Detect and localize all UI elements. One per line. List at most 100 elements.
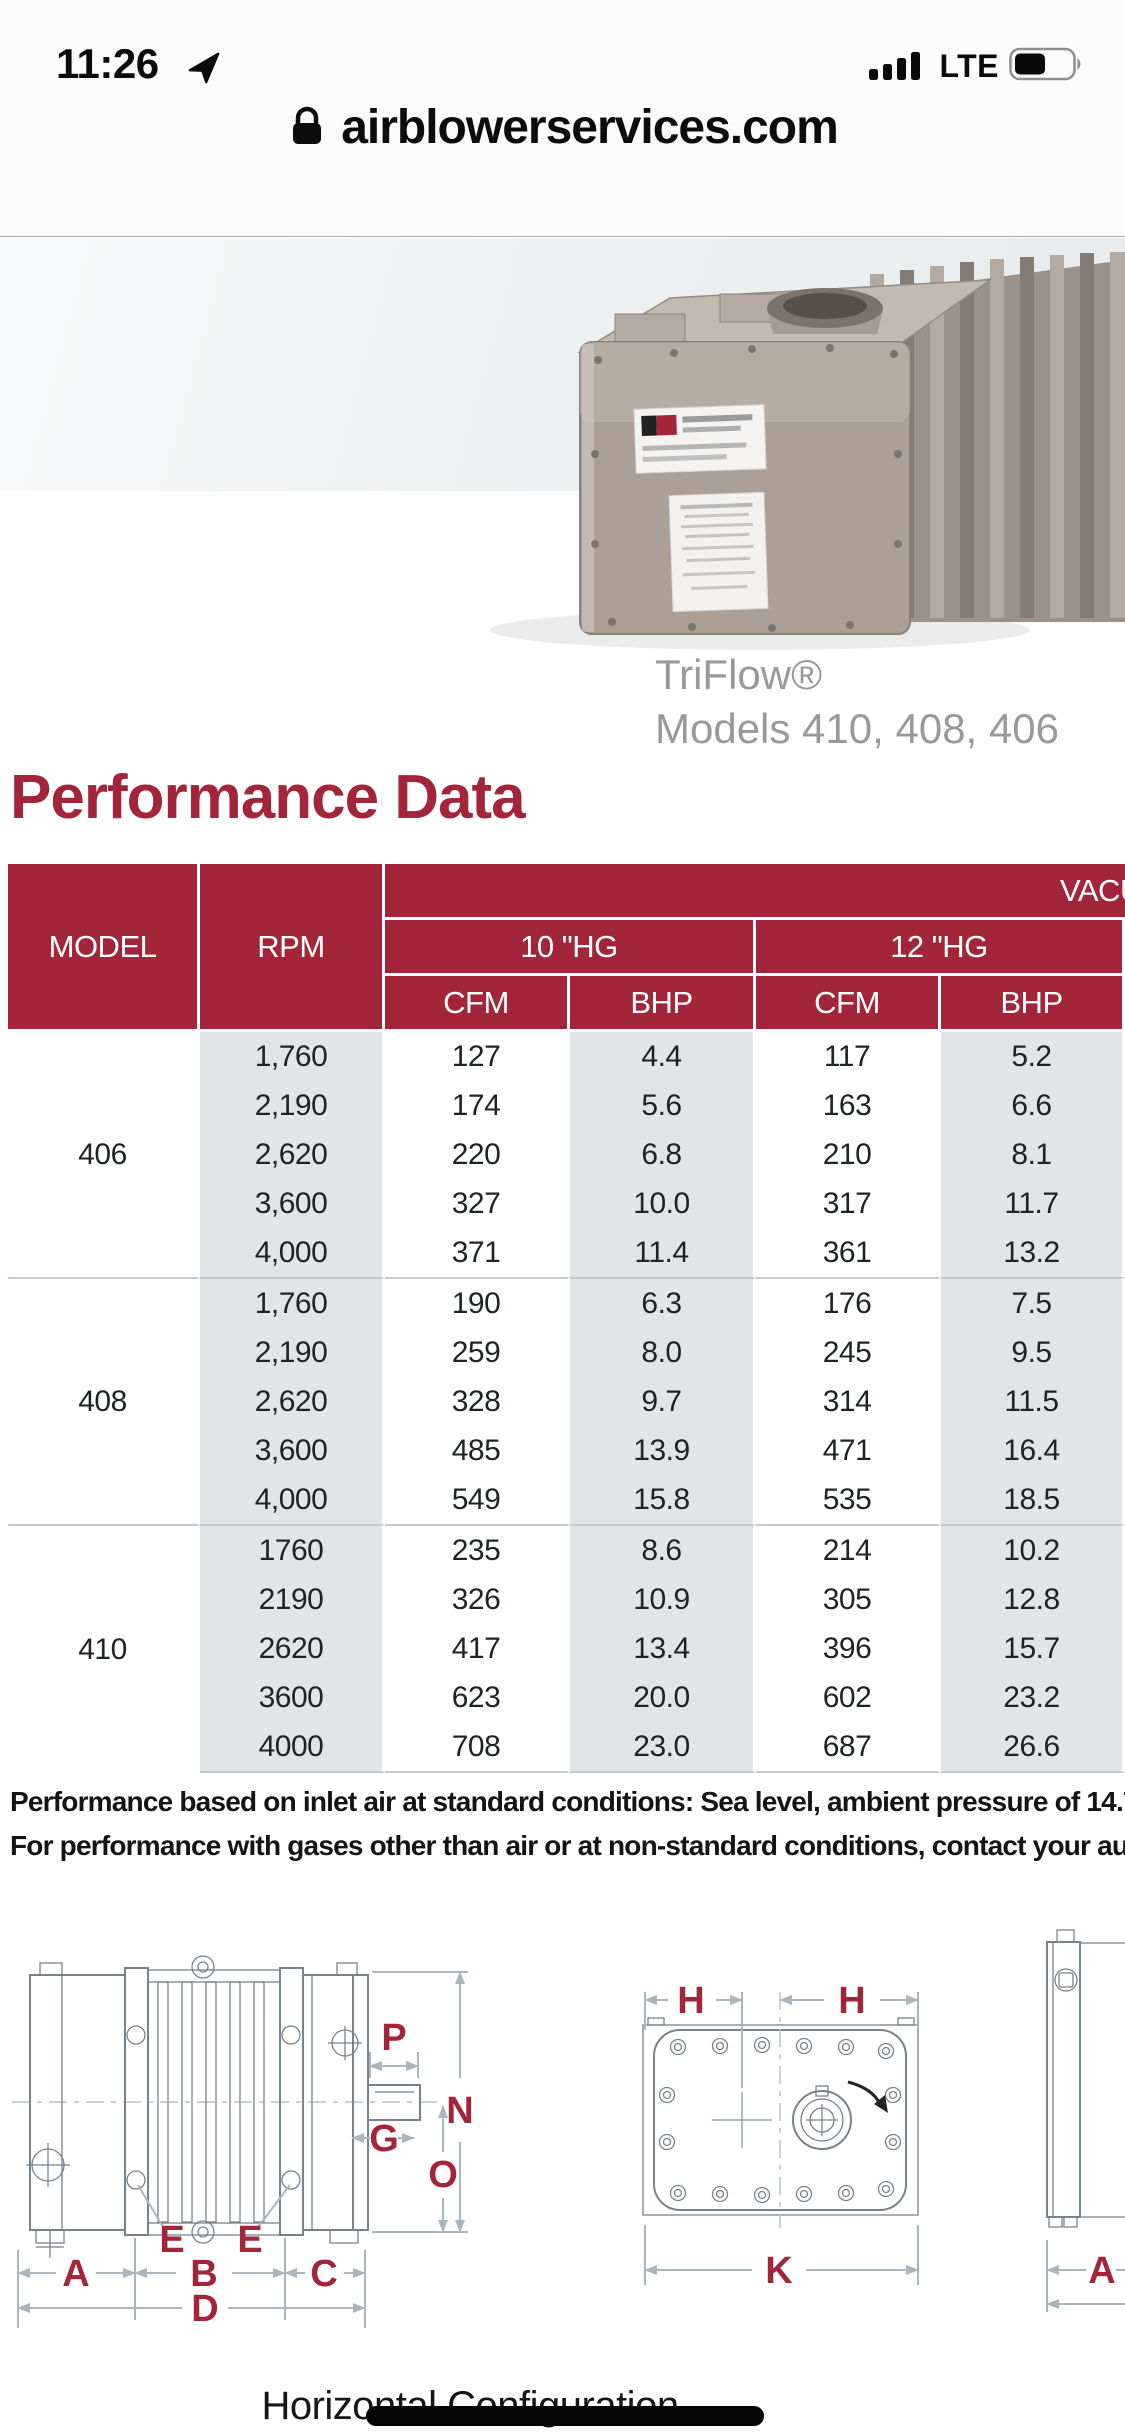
data-cell: 371 [385, 1228, 570, 1277]
dim-label-k: K [765, 2250, 793, 2292]
data-cell: 10.9 [570, 1575, 756, 1624]
data-cell: 2190 [200, 1575, 385, 1624]
data-cell: 3,600 [200, 1179, 385, 1228]
data-cell: 7.5 [941, 1277, 1125, 1328]
data-cell: 687 [756, 1722, 941, 1773]
model-cell: 408 [8, 1277, 200, 1524]
data-cell: 12.8 [941, 1575, 1125, 1624]
data-cell: 13.4 [570, 1624, 756, 1673]
perf-table-body: 406 1,760 127 4.4 117 5.2 2,190 174 5.6 163 6.6 2,6… [8, 1032, 1125, 1773]
address-bar[interactable]: airblowerservices.com [0, 100, 1125, 155]
network-type-label: LTE [939, 48, 999, 84]
table-row: 3,600 327 10.0 317 11.7 [8, 1179, 1125, 1228]
dimension-diagrams: A B C D E E P G N O [12, 1929, 1125, 2330]
dim-label-a: A [1088, 2250, 1115, 2292]
data-cell: 9.5 [941, 1328, 1125, 1377]
data-cell: 417 [385, 1624, 570, 1673]
data-cell: 305 [756, 1575, 941, 1624]
data-cell: 549 [385, 1475, 570, 1524]
data-cell: 117 [756, 1032, 941, 1081]
product-name: TriFlow® Models 410, 408, 406 [655, 648, 1059, 756]
data-cell: 220 [385, 1130, 570, 1179]
data-cell: 190 [385, 1277, 570, 1328]
col-header-rpm: RPM [200, 864, 385, 1032]
data-cell: 245 [756, 1328, 941, 1377]
dim-label-g: G [369, 2118, 399, 2160]
product-photo-blower [490, 252, 1125, 650]
table-row: 2190 326 10.9 305 12.8 [8, 1575, 1125, 1624]
data-cell: 8.0 [570, 1328, 756, 1377]
dim-label-h: H [677, 1980, 704, 2022]
data-cell: 10.2 [941, 1524, 1125, 1575]
dim-label-c: C [310, 2253, 337, 2295]
col-header-10hg: 10 "HG [385, 920, 756, 976]
dim-label-h: H [838, 1980, 865, 2022]
cellular-signal-icon [869, 47, 929, 86]
data-cell: 174 [385, 1081, 570, 1130]
table-row: 2,190 259 8.0 245 9.5 [8, 1328, 1125, 1377]
data-cell: 8.1 [941, 1130, 1125, 1179]
url-text[interactable]: airblowerservices.com [341, 101, 839, 154]
data-cell: 2,190 [200, 1328, 385, 1377]
data-cell: 4000 [200, 1722, 385, 1773]
data-cell: 3,600 [200, 1426, 385, 1475]
table-row: 2,620 328 9.7 314 11.5 [8, 1377, 1125, 1426]
data-cell: 210 [756, 1130, 941, 1179]
data-cell: 2,190 [200, 1081, 385, 1130]
location-arrow-icon [186, 50, 222, 91]
data-cell: 327 [385, 1179, 570, 1228]
data-cell: 11.5 [941, 1377, 1125, 1426]
col-header-cfm: CFM [756, 976, 941, 1032]
data-cell: 214 [756, 1524, 941, 1575]
performance-table: MODEL RPM VACUUM 10 "HG 12 "HG CFM BHP C… [8, 864, 1125, 1773]
data-cell: 2,620 [200, 1377, 385, 1426]
safari-toolbar: 11:26 LTE [0, 0, 1125, 237]
data-cell: 535 [756, 1475, 941, 1524]
data-cell: 259 [385, 1328, 570, 1377]
data-cell: 23.0 [570, 1722, 756, 1773]
status-time: 11:26 [56, 40, 159, 87]
data-cell: 9.7 [570, 1377, 756, 1426]
dim-label-a: A [62, 2253, 89, 2295]
dim-label-e: E [159, 2219, 184, 2261]
table-row: 408 1,760 190 6.3 176 7.5 [8, 1277, 1125, 1524]
data-cell: 3600 [200, 1673, 385, 1722]
data-cell: 1760 [200, 1524, 385, 1575]
data-cell: 15.8 [570, 1475, 756, 1524]
data-cell: 4,000 [200, 1475, 385, 1524]
status-right-cluster: LTE [869, 46, 1085, 87]
table-row: 4,000 371 11.4 361 13.2 [8, 1228, 1125, 1277]
data-cell: 10.0 [570, 1179, 756, 1228]
battery-icon [1009, 46, 1085, 87]
data-cell: 5.6 [570, 1081, 756, 1130]
data-cell: 326 [385, 1575, 570, 1624]
data-cell: 23.2 [941, 1673, 1125, 1722]
data-cell: 623 [385, 1673, 570, 1722]
lock-icon [287, 105, 327, 152]
header-row-measure: CFM BHP CFM BHP [8, 976, 1125, 1032]
data-cell: 235 [385, 1524, 570, 1575]
table-row: 410 1760 235 8.6 214 10.2 [8, 1524, 1125, 1773]
data-cell: 1,760 [200, 1032, 385, 1081]
product-brand: TriFlow® [655, 651, 823, 698]
table-row: 4,000 549 15.8 535 18.5 [8, 1475, 1125, 1524]
data-cell: 471 [756, 1426, 941, 1475]
col-header-vacuum: VACUUM [385, 864, 1125, 920]
data-cell: 13.2 [941, 1228, 1125, 1277]
dim-label-o: O [428, 2154, 458, 2196]
data-cell: 127 [385, 1032, 570, 1081]
data-cell: 361 [756, 1228, 941, 1277]
data-cell: 4.4 [570, 1032, 756, 1081]
data-cell: 13.9 [570, 1426, 756, 1475]
data-cell: 16.4 [941, 1426, 1125, 1475]
col-header-12hg: 12 "HG [756, 920, 1125, 976]
dim-label-b: B [190, 2253, 217, 2295]
data-cell: 6.6 [941, 1081, 1125, 1130]
footnote-line: Performance based on inlet air at standa… [10, 1786, 1125, 1817]
data-cell: 4,000 [200, 1228, 385, 1277]
data-cell: 20.0 [570, 1673, 756, 1722]
home-indicator[interactable] [366, 2406, 764, 2426]
data-cell: 396 [756, 1624, 941, 1673]
header-row-group: MODEL RPM VACUUM [8, 864, 1125, 1032]
